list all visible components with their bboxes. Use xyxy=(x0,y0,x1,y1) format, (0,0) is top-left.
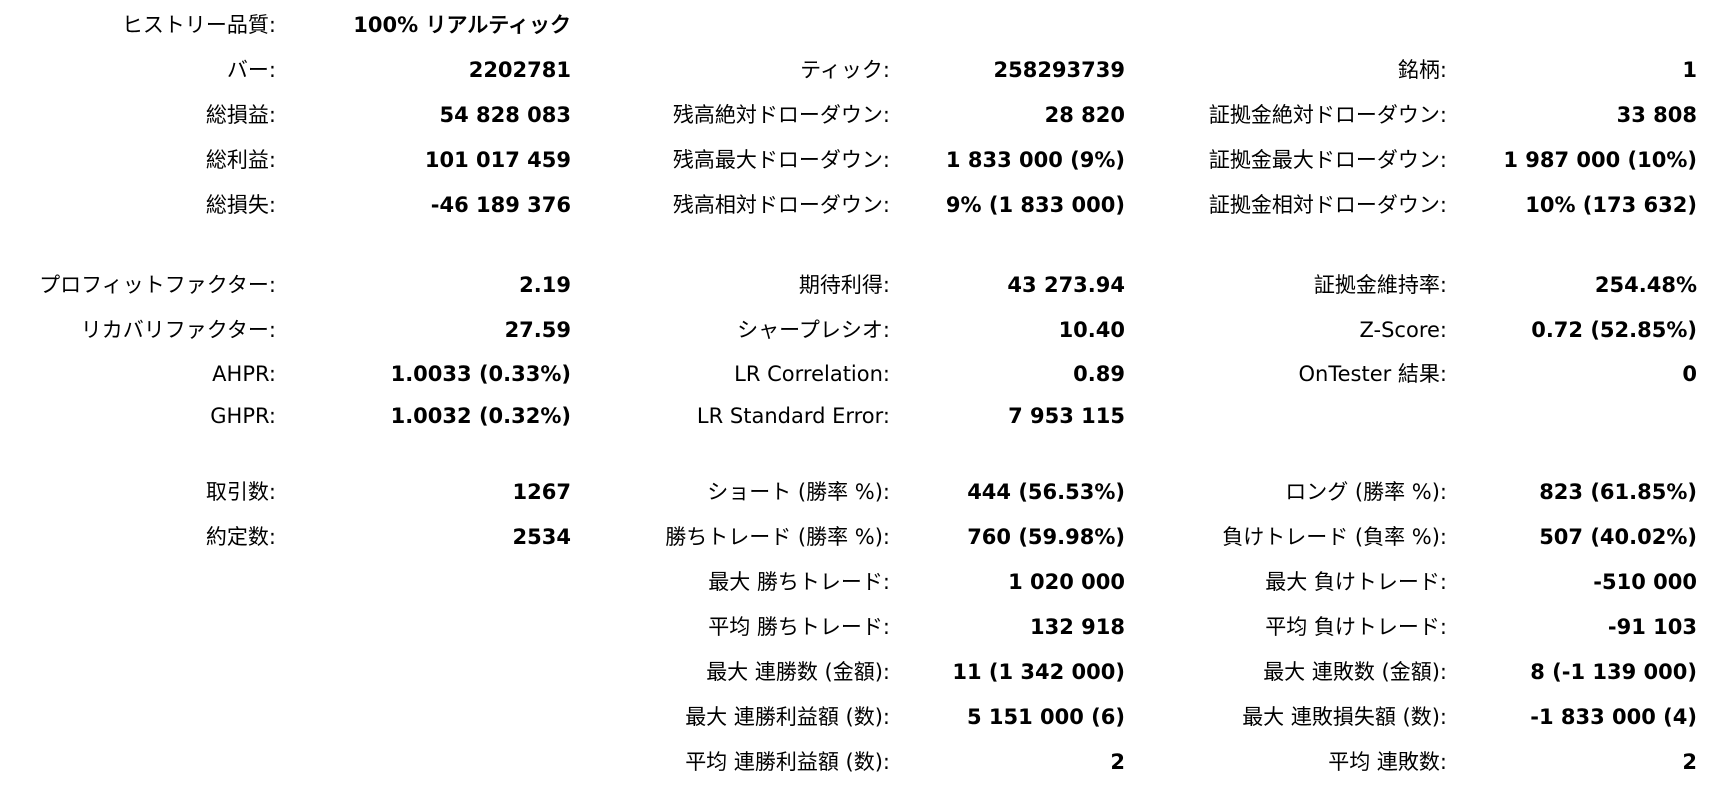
label-profit-factor: プロフィットファクター: xyxy=(39,273,276,297)
value-max-consecutive-loss: -1 833 000 (4) xyxy=(1530,705,1697,729)
label-gross-profit: 総利益: xyxy=(205,148,276,172)
label-max-consecutive-profit: 最大 連勝利益額 (数): xyxy=(685,705,890,729)
label-net-profit: 総損益: xyxy=(205,103,276,127)
label-max-consecutive-losses: 最大 連敗数 (金額): xyxy=(1263,660,1447,684)
report-row-ghpr: GHPR: 1.0032 (0.32%) LR Standard Error: … xyxy=(0,396,1719,436)
value-max-consecutive-profit: 5 151 000 (6) xyxy=(966,705,1125,729)
value-symbols: 1 xyxy=(1682,58,1697,82)
label-max-consecutive-loss: 最大 連敗損失額 (数): xyxy=(1242,705,1447,729)
value-ahpr: 1.0033 (0.33%) xyxy=(390,362,571,386)
report-row-gross-profit: 総利益: 101 017 459 残高最大ドローダウン: 1 833 000 (… xyxy=(0,140,1719,180)
value-ghpr: 1.0032 (0.32%) xyxy=(390,404,571,428)
label-lr-correlation: LR Correlation: xyxy=(734,362,890,386)
report-row-net-profit: 総損益: 54 828 083 残高絶対ドローダウン: 28 820 証拠金絶対… xyxy=(0,95,1719,135)
value-expected-payoff: 43 273.94 xyxy=(1007,273,1125,297)
value-max-consecutive-wins: 11 (1 342 000) xyxy=(952,660,1125,684)
value-bars: 2202781 xyxy=(468,58,571,82)
report-row-average-consecutive: 平均 連勝利益額 (数): 2 平均 連敗数: 2 xyxy=(0,742,1719,782)
value-profit-factor: 2.19 xyxy=(519,273,571,297)
value-equity-abs-drawdown: 33 808 xyxy=(1616,103,1697,127)
value-short-trades: 444 (56.53%) xyxy=(967,480,1125,504)
value-z-score: 0.72 (52.85%) xyxy=(1531,318,1697,342)
label-average-loss-trade: 平均 負けトレード: xyxy=(1265,615,1447,639)
report-row-average-trade: 平均 勝ちトレード: 132 918 平均 負けトレード: -91 103 xyxy=(0,607,1719,647)
value-total-deals: 2534 xyxy=(512,525,571,549)
report-row-max-consecutive: 最大 連勝数 (金額): 11 (1 342 000) 最大 連敗数 (金額):… xyxy=(0,652,1719,692)
value-max-consecutive-losses: 8 (-1 139 000) xyxy=(1530,660,1697,684)
report-row-largest-trade: 最大 勝ちトレード: 1 020 000 最大 負けトレード: -510 000 xyxy=(0,562,1719,602)
label-equity-abs-drawdown: 証拠金絶対ドローダウン: xyxy=(1208,103,1447,127)
report-row-profit-factor: プロフィットファクター: 2.19 期待利得: 43 273.94 証拠金維持率… xyxy=(0,265,1719,305)
report-row-total-trades: 取引数: 1267 ショート (勝率 %): 444 (56.53%) ロング … xyxy=(0,472,1719,512)
value-ticks: 258293739 xyxy=(993,58,1125,82)
report-row-gross-loss: 総損失: -46 189 376 残高相対ドローダウン: 9% (1 833 0… xyxy=(0,185,1719,225)
value-balance-rel-drawdown: 9% (1 833 000) xyxy=(945,193,1125,217)
label-short-trades: ショート (勝率 %): xyxy=(707,480,890,504)
value-balance-max-drawdown: 1 833 000 (9%) xyxy=(945,148,1125,172)
label-long-trades: ロング (勝率 %): xyxy=(1285,480,1447,504)
value-balance-abs-drawdown: 28 820 xyxy=(1044,103,1125,127)
value-largest-profit-trade: 1 020 000 xyxy=(1008,570,1125,594)
label-recovery-factor: リカバリファクター: xyxy=(80,318,276,342)
value-history-quality: 100% リアルティック xyxy=(353,13,571,37)
value-loss-trades: 507 (40.02%) xyxy=(1539,525,1697,549)
label-balance-max-drawdown: 残高最大ドローダウン: xyxy=(672,148,890,172)
label-bars: バー: xyxy=(226,58,276,82)
value-average-consecutive-losses: 2 xyxy=(1682,750,1697,774)
label-ontester-result: OnTester 結果: xyxy=(1298,362,1448,386)
value-recovery-factor: 27.59 xyxy=(504,318,571,342)
value-equity-max-drawdown: 1 987 000 (10%) xyxy=(1503,148,1697,172)
value-gross-loss: -46 189 376 xyxy=(430,193,571,217)
value-average-consecutive-wins: 2 xyxy=(1110,750,1125,774)
value-average-loss-trade: -91 103 xyxy=(1607,615,1697,639)
report-row-total-deals: 約定数: 2534 勝ちトレード (勝率 %): 760 (59.98%) 負け… xyxy=(0,517,1719,557)
label-balance-abs-drawdown: 残高絶対ドローダウン: xyxy=(672,103,890,127)
label-average-consecutive-wins: 平均 連勝利益額 (数): xyxy=(685,750,890,774)
value-lr-correlation: 0.89 xyxy=(1073,362,1125,386)
label-equity-rel-drawdown: 証拠金相対ドローダウン: xyxy=(1208,193,1447,217)
value-gross-profit: 101 017 459 xyxy=(424,148,571,172)
label-margin-level: 証拠金維持率: xyxy=(1313,273,1447,297)
value-long-trades: 823 (61.85%) xyxy=(1539,480,1697,504)
value-sharpe-ratio: 10.40 xyxy=(1058,318,1125,342)
value-equity-rel-drawdown: 10% (173 632) xyxy=(1525,193,1697,217)
label-balance-rel-drawdown: 残高相対ドローダウン: xyxy=(672,193,890,217)
report-row-recovery-factor: リカバリファクター: 27.59 シャープレシオ: 10.40 Z-Score:… xyxy=(0,310,1719,350)
label-equity-max-drawdown: 証拠金最大ドローダウン: xyxy=(1208,148,1447,172)
value-margin-level: 254.48% xyxy=(1594,273,1697,297)
label-total-trades: 取引数: xyxy=(205,480,276,504)
label-profit-trades: 勝ちトレード (勝率 %): xyxy=(665,525,890,549)
label-sharpe-ratio: シャープレシオ: xyxy=(737,318,890,342)
label-gross-loss: 総損失: xyxy=(205,193,276,217)
value-lr-standard-error: 7 953 115 xyxy=(1008,404,1125,428)
value-net-profit: 54 828 083 xyxy=(439,103,571,127)
report-row-bars: バー: 2202781 ティック: 258293739 銘柄: 1 xyxy=(0,50,1719,90)
label-ahpr: AHPR: xyxy=(212,362,276,386)
label-symbols: 銘柄: xyxy=(1397,58,1447,82)
label-ghpr: GHPR: xyxy=(210,404,276,428)
label-lr-standard-error: LR Standard Error: xyxy=(696,404,890,428)
label-largest-profit-trade: 最大 勝ちトレード: xyxy=(708,570,890,594)
label-largest-loss-trade: 最大 負けトレード: xyxy=(1265,570,1447,594)
label-history-quality: ヒストリー品質: xyxy=(121,13,276,37)
report-row-max-consecutive-amount: 最大 連勝利益額 (数): 5 151 000 (6) 最大 連敗損失額 (数)… xyxy=(0,697,1719,737)
label-total-deals: 約定数: xyxy=(205,525,276,549)
label-loss-trades: 負けトレード (負率 %): xyxy=(1222,525,1447,549)
label-average-consecutive-losses: 平均 連敗数: xyxy=(1328,750,1447,774)
label-expected-payoff: 期待利得: xyxy=(798,273,890,297)
value-total-trades: 1267 xyxy=(512,480,571,504)
value-ontester-result: 0 xyxy=(1682,362,1697,386)
value-average-profit-trade: 132 918 xyxy=(1030,615,1125,639)
label-ticks: ティック: xyxy=(800,58,890,82)
label-z-score: Z-Score: xyxy=(1359,318,1448,342)
value-largest-loss-trade: -510 000 xyxy=(1593,570,1697,594)
report-row-ahpr: AHPR: 1.0033 (0.33%) LR Correlation: 0.8… xyxy=(0,354,1719,394)
value-profit-trades: 760 (59.98%) xyxy=(967,525,1125,549)
report-row-history-quality: ヒストリー品質: 100% リアルティック xyxy=(0,5,1719,45)
label-average-profit-trade: 平均 勝ちトレード: xyxy=(708,615,890,639)
label-max-consecutive-wins: 最大 連勝数 (金額): xyxy=(706,660,890,684)
